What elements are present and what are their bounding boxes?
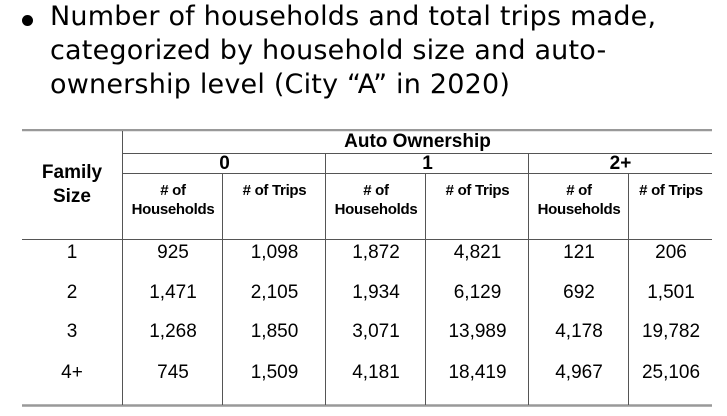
households-subheader-line: Households	[334, 201, 418, 218]
table-cell: 13,989	[448, 321, 507, 342]
table-cell: 1,501	[647, 282, 695, 303]
households-subheader-line: # of	[566, 182, 592, 199]
family-size-cell: 4+	[61, 362, 83, 383]
table-cell: 1,509	[250, 362, 299, 383]
table-cell: 1,934	[352, 282, 400, 303]
bullet-line: Number of households and total trips mad…	[50, 1, 657, 32]
households-subheader-line: # of	[160, 182, 186, 199]
table-cell: 745	[157, 362, 189, 383]
table-grid-lines	[22, 129, 712, 407]
table-cell: 2,105	[250, 282, 299, 303]
family-size-header-line: Family	[41, 162, 103, 183]
trips-subheader: # of Trips	[445, 182, 510, 199]
table-cell: 692	[563, 282, 595, 303]
table-cell: 19,782	[641, 321, 701, 342]
table-cell: 18,419	[448, 362, 507, 383]
table-cell: 4,967	[555, 362, 603, 383]
table-cell: 4,821	[453, 242, 502, 263]
table-cell: 25,106	[641, 362, 701, 383]
data-table: Family Size Auto Ownership 0 1 2+ # of H…	[22, 129, 712, 407]
bullet-point: Number of households and total trips mad…	[22, 0, 722, 102]
households-subheader-line: # of	[363, 182, 389, 199]
table-cell: 206	[655, 242, 687, 263]
family-size-cell: 2	[66, 282, 78, 303]
auto-ownership-header: Auto Ownership	[344, 131, 491, 152]
trips-subheader: # of Trips	[639, 182, 703, 199]
family-size-cell: 1	[66, 242, 78, 263]
households-subheader: # of Households	[326, 181, 426, 219]
table-cell: 4,181	[352, 362, 400, 383]
table-cell: 4,178	[555, 321, 603, 342]
bullet-line: categorized by household size and auto-	[50, 35, 607, 66]
table-cell: 925	[157, 242, 189, 263]
bullet-line: ownership level (City “A” in 2020)	[50, 69, 511, 100]
households-subheader: # of Households	[123, 181, 223, 219]
family-size-header-line: Size	[52, 186, 92, 207]
table-cell: 1,850	[250, 321, 299, 342]
family-size-cell: 3	[66, 321, 78, 342]
level-2plus-header: 2+	[609, 153, 632, 174]
table-cell: 1,268	[149, 321, 197, 342]
table-cell: 121	[563, 242, 595, 263]
table-cell: 1,872	[352, 242, 400, 263]
table-cell: 1,098	[250, 242, 299, 263]
households-subheader-line: Households	[131, 201, 215, 218]
table-cell: 3,071	[352, 321, 400, 342]
households-subheader-line: Households	[537, 201, 621, 218]
bullet-text: Number of households and total trips mad…	[50, 0, 722, 102]
level-1-header: 1	[422, 153, 433, 174]
households-subheader: # of Households	[529, 181, 629, 219]
family-size-header: Family Size	[22, 161, 122, 209]
bullet-dot-icon	[22, 15, 33, 26]
table-cell: 6,129	[453, 282, 502, 303]
trips-subheader: # of Trips	[242, 182, 307, 199]
level-0-header: 0	[219, 153, 230, 174]
table-cell: 1,471	[149, 282, 197, 303]
